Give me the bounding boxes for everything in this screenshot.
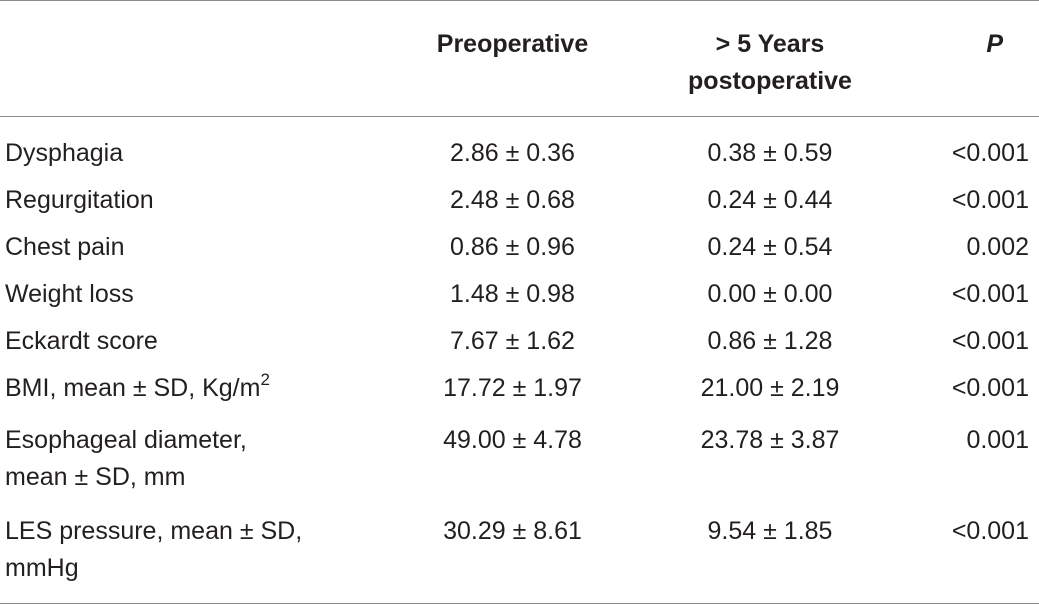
postoperative-value: 0.00 ± 0.00 xyxy=(707,280,833,308)
row-label: Eckardt score xyxy=(5,327,158,355)
header-postoperative-line1: > 5 Years xyxy=(715,30,825,58)
header-preoperative: Preoperative xyxy=(400,0,625,117)
postoperative-value: 21.00 ± 2.19 xyxy=(700,374,840,402)
postoperative-value: 23.78 ± 3.87 xyxy=(700,426,840,454)
preoperative-value: 7.67 ± 1.62 xyxy=(450,327,575,355)
row-label: Dysphagia xyxy=(5,139,124,167)
p-value: 0.002 xyxy=(966,233,1029,261)
p-value: 0.001 xyxy=(966,426,1029,454)
p-value: <0.001 xyxy=(951,327,1029,355)
table-row: Chest pain 0.86 ± 0.96 0.24 ± 0.54 0.002 xyxy=(0,229,1039,276)
row-label: Chest pain xyxy=(5,233,125,261)
p-value: <0.001 xyxy=(951,280,1029,308)
table-row: Weight loss 1.48 ± 0.98 0.00 ± 0.00 <0.0… xyxy=(0,276,1039,323)
preoperative-value: 49.00 ± 4.78 xyxy=(443,426,582,454)
row-label: LES pressure, mean ± SD, mmHg xyxy=(0,508,400,604)
row-label: BMI, mean ± SD, Kg/m2 xyxy=(0,370,400,417)
preoperative-value: 30.29 ± 8.61 xyxy=(400,508,625,604)
preoperative-value: 2.48 ± 0.68 xyxy=(450,186,575,214)
table-row: Esophageal diameter, mean ± SD, mm 49.00 … xyxy=(0,417,1039,508)
p-value: <0.001 xyxy=(915,508,1039,604)
row-label-line2: mean ± SD, mm xyxy=(5,463,186,491)
table-row: Eckardt score 7.67 ± 1.62 0.86 ± 1.28 <0… xyxy=(0,323,1039,370)
postoperative-value: 9.54 ± 1.85 xyxy=(625,508,915,604)
header-p-value: P xyxy=(915,0,1039,117)
row-label-line1: Esophageal diameter, xyxy=(5,426,247,454)
row-label-line2: mmHg xyxy=(5,554,79,582)
preoperative-value: 1.48 ± 0.98 xyxy=(450,280,575,308)
p-value: <0.001 xyxy=(951,186,1029,214)
row-label: Esophageal diameter, mean ± SD, mm xyxy=(0,417,400,508)
preoperative-value: 17.72 ± 1.97 xyxy=(443,374,582,402)
table-row: Regurgitation 2.48 ± 0.68 0.24 ± 0.44 <0… xyxy=(0,182,1039,229)
header-postoperative-line2: postoperative xyxy=(688,67,852,95)
row-label-line1: LES pressure, mean ± SD, xyxy=(5,517,303,545)
table-row: BMI, mean ± SD, Kg/m2 17.72 ± 1.97 21.00… xyxy=(0,370,1039,417)
p-value: <0.001 xyxy=(951,139,1029,167)
preoperative-value: 0.86 ± 0.96 xyxy=(450,233,575,261)
table-row: Dysphagia 2.86 ± 0.36 0.38 ± 0.59 <0.001 xyxy=(0,117,1039,183)
postoperative-value: 0.24 ± 0.44 xyxy=(707,186,833,214)
p-value: <0.001 xyxy=(951,374,1029,402)
postoperative-value: 0.38 ± 0.59 xyxy=(707,139,833,167)
preoperative-value: 2.86 ± 0.36 xyxy=(450,139,575,167)
header-postoperative: > 5 Years postoperative xyxy=(625,0,915,117)
row-label: Regurgitation xyxy=(5,186,154,214)
postoperative-value: 0.86 ± 1.28 xyxy=(707,327,833,355)
row-label-superscript: 2 xyxy=(260,370,270,389)
table-row: LES pressure, mean ± SD, mmHg 30.29 ± 8.6… xyxy=(0,508,1039,604)
row-label-text: BMI, mean ± SD, Kg/m xyxy=(5,374,261,402)
row-label: Weight loss xyxy=(5,280,134,308)
header-empty xyxy=(0,0,400,117)
postoperative-value: 0.24 ± 0.54 xyxy=(707,233,833,261)
header-row: Preoperative > 5 Years postoperative P xyxy=(0,0,1039,117)
